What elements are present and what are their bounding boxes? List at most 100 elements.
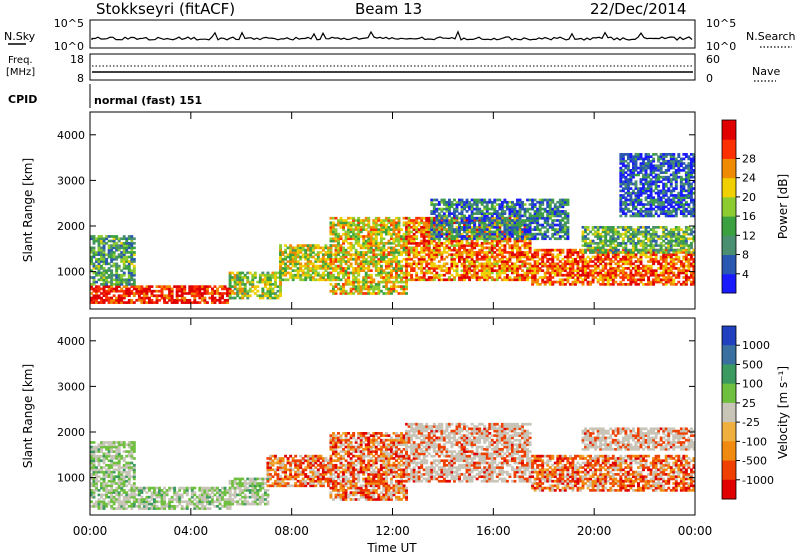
power-cell [359,289,363,293]
power-cell [266,278,270,282]
power-cell [352,230,356,234]
power-cell [601,226,605,229]
power-cell [642,159,645,163]
power-cell [100,264,103,268]
power-cell [321,260,325,263]
power-cell [430,212,434,215]
power-cell [458,212,461,215]
power-cell [107,251,111,254]
power-cell [384,223,388,227]
power-cell [523,241,527,245]
power-cell [624,248,628,252]
power-cell [642,273,645,277]
power-cell [440,235,444,238]
power-cell [601,278,605,282]
power-cell [488,248,492,252]
power-cell [551,264,555,268]
power-cell [672,251,676,254]
power-cell [306,255,310,259]
power-cell [168,298,172,302]
power-cell [460,200,464,204]
power-cell [334,216,338,220]
power-cell [510,232,514,236]
power-cell [581,283,585,286]
power-cell [402,241,406,245]
power-cell [319,246,323,250]
power-cell [389,232,393,236]
power-cell [508,237,512,241]
power-cell [117,246,121,250]
power-cell [599,251,603,254]
power-cell [175,289,179,293]
power-cell [684,276,688,279]
power-cell [526,269,530,273]
power-cell [402,251,406,254]
power-cell [516,216,519,220]
power-cell [211,298,214,302]
power-cell [334,246,338,250]
power-cell [342,292,345,295]
power-cell [450,241,454,245]
power-cell [352,219,356,222]
power-cell [374,255,378,259]
power-cell [369,278,373,282]
power-cell [689,244,693,247]
power-cell [332,285,335,288]
power-cell [679,241,683,245]
power-cell [561,278,565,282]
power-cell [458,200,461,204]
power-cell [97,241,101,245]
power-cell [526,198,530,202]
power-cell [110,257,114,261]
power-cell [125,292,129,295]
power-cell [289,253,293,257]
power-cell [294,253,298,257]
power-cell [599,278,603,282]
power-cell [568,264,572,268]
power-cell [155,289,159,293]
power-cell [642,232,645,236]
power-cell [112,294,116,298]
power-cell [435,276,439,279]
power-cell [95,292,98,295]
power-cell [384,292,388,295]
power-cell [450,278,454,282]
power-cell [359,262,363,266]
power-cell [382,276,386,279]
power-cell [349,237,353,241]
power-cell [405,271,409,275]
power-cell [432,216,436,220]
power-cell [478,278,482,282]
power-cell [218,298,222,302]
power-cell [649,169,653,172]
power-cell [445,255,449,259]
power-cell [95,257,98,261]
power-cell [364,283,368,286]
power-cell [291,253,295,257]
power-cell [589,230,593,234]
power-cell [163,296,167,300]
power-cell [397,228,401,231]
power-cell [455,207,459,211]
power-cell [490,271,494,275]
power-cell [246,280,250,284]
power-cell [500,269,504,273]
power-cell [319,273,323,277]
power-cell [536,260,540,263]
power-cell [463,223,466,227]
power-cell [621,269,625,273]
power-cell [435,226,439,229]
power-cell [621,155,625,158]
power-cell [105,294,109,298]
power-cell [253,285,257,288]
power-cell [450,232,454,236]
noise-sky-trace [91,30,693,41]
power-cell [432,198,436,202]
power-cell [548,276,552,279]
power-cell [392,269,396,273]
power-cell [473,273,477,277]
power-cell [102,237,106,241]
power-cell [483,273,487,277]
power-cell [294,264,298,268]
power-cell [221,294,224,298]
